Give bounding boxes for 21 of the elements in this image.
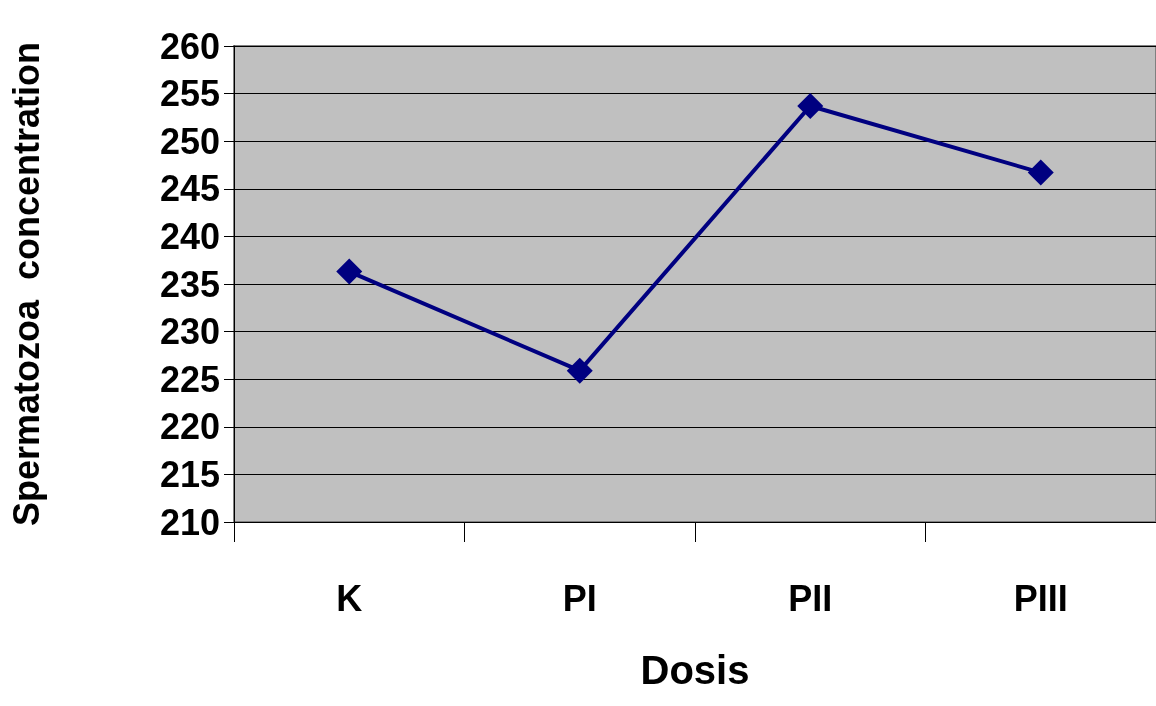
y-tick-label: 230 bbox=[159, 311, 220, 353]
x-tick-label: PI bbox=[562, 577, 597, 619]
x-tick-label: PII bbox=[788, 577, 833, 619]
point bbox=[797, 92, 824, 119]
x-tick-label: K bbox=[336, 577, 363, 619]
y-tick-label: 245 bbox=[159, 168, 220, 210]
y-tick-label: 260 bbox=[159, 25, 220, 67]
x-tick-label: PIII bbox=[1013, 577, 1068, 619]
y-tick-label: 250 bbox=[159, 120, 220, 162]
point bbox=[336, 258, 363, 285]
y-tick-label: 225 bbox=[159, 358, 220, 400]
y-axis-title: Spermatozoa concentration bbox=[5, 41, 47, 527]
point bbox=[566, 357, 593, 384]
y-tick-label: 240 bbox=[159, 215, 220, 257]
y-tick-label: 235 bbox=[159, 263, 220, 305]
x-axis-title: Dosis bbox=[640, 648, 750, 692]
y-tick-label: 220 bbox=[159, 406, 220, 448]
y-tick-label: 215 bbox=[159, 453, 220, 495]
point bbox=[1027, 159, 1054, 186]
y-tick-label: 255 bbox=[159, 73, 220, 115]
y-tick-label: 210 bbox=[159, 501, 220, 543]
